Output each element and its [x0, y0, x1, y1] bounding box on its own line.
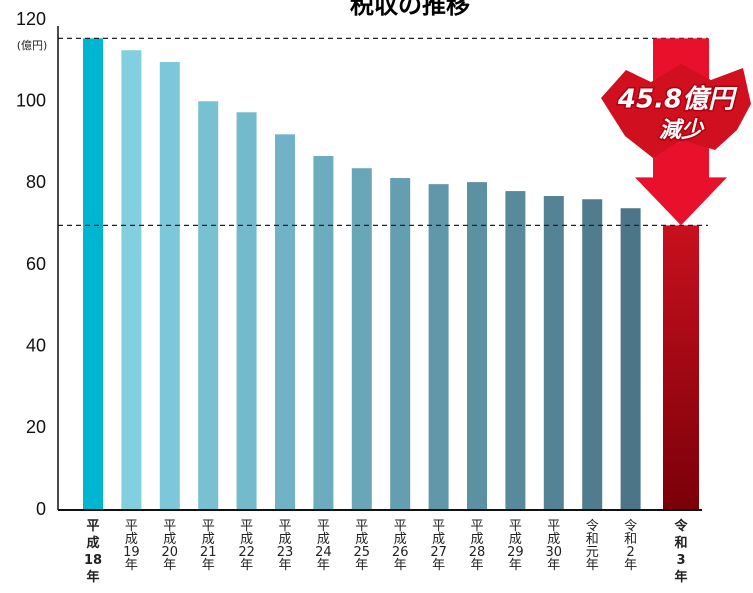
bar: [663, 225, 699, 510]
bar: [390, 178, 410, 510]
x-tick-label: 令和元年: [586, 519, 599, 573]
bar: [83, 38, 103, 510]
bar: [275, 134, 295, 510]
chart-title: 税収の推移: [350, 0, 470, 19]
annotation: 減少: [659, 118, 705, 143]
bar: [467, 182, 487, 510]
bar: [352, 168, 372, 510]
bar: [237, 112, 257, 510]
bar: [198, 101, 218, 510]
bar: [582, 199, 602, 510]
bar: [160, 62, 180, 510]
bar: [505, 191, 525, 510]
bars: [83, 38, 699, 510]
y-tick-label: 40: [26, 335, 46, 355]
bar: [121, 50, 141, 510]
bar: [429, 184, 449, 510]
bar: [621, 208, 641, 510]
y-tick-label: 0: [36, 499, 46, 519]
y-tick-label: 60: [26, 254, 46, 274]
y-tick-label: 80: [26, 172, 46, 192]
y-tick-label: 100: [16, 90, 46, 110]
annotation: 45.8億円: [617, 85, 738, 115]
bar: [544, 196, 564, 510]
y-tick-label: 120: [16, 9, 46, 29]
y-unit: (億円): [17, 39, 48, 52]
chart: 税収の推移 (億円) 0 20 40 60 80 100 120 平成18年 平成19年 平成20…: [0, 0, 753, 593]
y-tick-label: 20: [26, 417, 46, 437]
bar: [313, 156, 333, 510]
